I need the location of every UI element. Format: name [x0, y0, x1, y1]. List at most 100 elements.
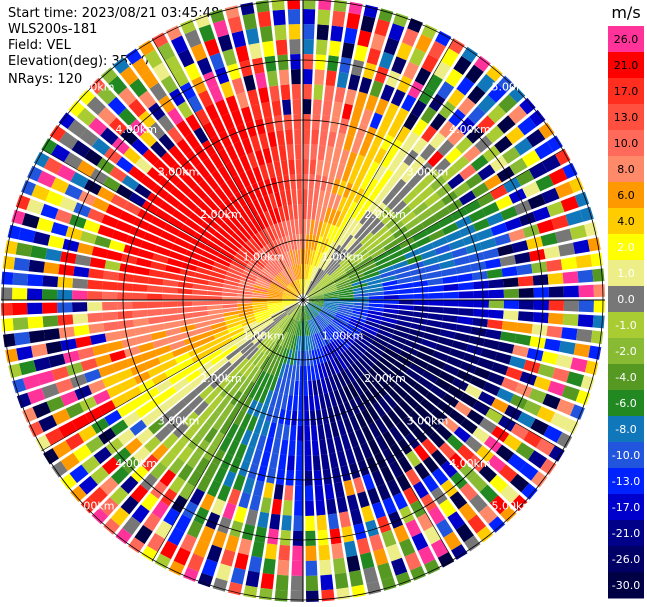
range-gate — [146, 167, 164, 183]
range-gate — [266, 226, 276, 242]
range-gate — [260, 372, 271, 388]
range-gate — [118, 87, 137, 106]
range-gate — [28, 259, 45, 273]
range-gate — [366, 143, 379, 161]
range-gate — [192, 311, 209, 318]
range-gate — [508, 228, 526, 242]
range-gate — [303, 24, 315, 40]
range-gate — [311, 234, 316, 250]
range-gate — [273, 345, 283, 361]
range-gate — [180, 19, 196, 35]
range-gate — [362, 326, 377, 336]
colorbar: m/s26.021.017.013.010.08.06.04.02.01.00.… — [608, 3, 644, 599]
range-gate — [541, 351, 559, 365]
range-gate — [141, 545, 158, 562]
azimuth-spoke — [302, 38, 455, 301]
range-gate — [207, 300, 223, 305]
range-gate — [77, 347, 95, 360]
range-gate — [392, 404, 408, 421]
range-gate — [227, 267, 243, 277]
range-gate — [256, 277, 271, 286]
range-gate — [378, 378, 393, 393]
colorbar-tick-label: 6.0 — [617, 189, 635, 202]
range-gate — [415, 351, 432, 363]
range-gate — [346, 555, 361, 573]
range-gate — [308, 288, 322, 297]
range-gate — [468, 251, 485, 263]
range-gate — [202, 71, 218, 89]
range-gate — [254, 282, 270, 289]
range-gate — [519, 371, 537, 386]
range-gate — [328, 324, 341, 336]
range-gate — [197, 475, 212, 493]
range-gate — [252, 300, 267, 303]
range-gate — [269, 327, 281, 340]
range-gate — [306, 264, 311, 280]
range-gate — [312, 380, 318, 396]
range-gate — [312, 455, 321, 471]
range-gate — [273, 329, 284, 343]
range-gate — [307, 303, 321, 313]
range-gate — [282, 236, 290, 252]
range-gate — [338, 289, 354, 294]
range-gate — [225, 317, 241, 325]
range-gate — [185, 150, 201, 168]
range-gate — [408, 388, 425, 404]
range-gate — [177, 49, 195, 68]
range-gate — [260, 319, 274, 330]
range-gate — [165, 327, 182, 337]
range-gate — [117, 428, 136, 446]
range-gate — [149, 82, 167, 101]
range-gate — [341, 103, 353, 120]
range-gate — [285, 189, 292, 206]
range-gate — [148, 122, 166, 140]
range-gate — [504, 404, 523, 421]
range-gate — [333, 357, 344, 372]
range-gate — [335, 132, 346, 149]
range-gate — [378, 397, 392, 414]
range-gate — [204, 462, 219, 480]
range-gate — [189, 488, 205, 506]
range-gate — [271, 407, 280, 424]
range-gate — [361, 409, 374, 425]
range-gate — [282, 500, 293, 516]
range-gate — [187, 95, 203, 113]
range-gate — [449, 491, 468, 510]
range-gate — [398, 294, 414, 299]
range-gate — [111, 137, 130, 155]
range-gate — [146, 224, 164, 237]
range-gate — [544, 338, 561, 352]
range-gate — [109, 486, 129, 506]
range-gate — [202, 121, 217, 139]
range-gate — [229, 264, 244, 274]
range-gate — [222, 244, 237, 256]
range-gate — [312, 99, 322, 115]
range-gate — [486, 212, 504, 226]
range-gate — [411, 532, 429, 551]
range-gate — [91, 137, 111, 156]
range-gate — [225, 240, 240, 253]
range-gate — [235, 253, 250, 265]
range-gate — [245, 264, 260, 275]
range-gate — [465, 384, 483, 399]
range-gate — [258, 133, 269, 150]
range-gate — [264, 178, 274, 195]
range-gate — [251, 541, 265, 558]
range-gate — [252, 292, 268, 297]
range-gate — [397, 438, 413, 455]
range-gate — [439, 442, 456, 459]
range-gate — [367, 439, 381, 456]
range-gate — [94, 235, 112, 248]
range-gate — [282, 221, 289, 237]
range-gate — [294, 280, 301, 295]
range-gate — [423, 332, 440, 343]
range-gate — [240, 342, 254, 355]
range-gate — [323, 392, 332, 409]
range-gate — [573, 343, 591, 358]
range-gate — [405, 519, 422, 538]
range-gate — [418, 87, 435, 105]
range-gate — [402, 415, 418, 432]
range-gate — [471, 270, 488, 281]
range-gate — [192, 295, 208, 300]
range-gate — [426, 270, 442, 279]
